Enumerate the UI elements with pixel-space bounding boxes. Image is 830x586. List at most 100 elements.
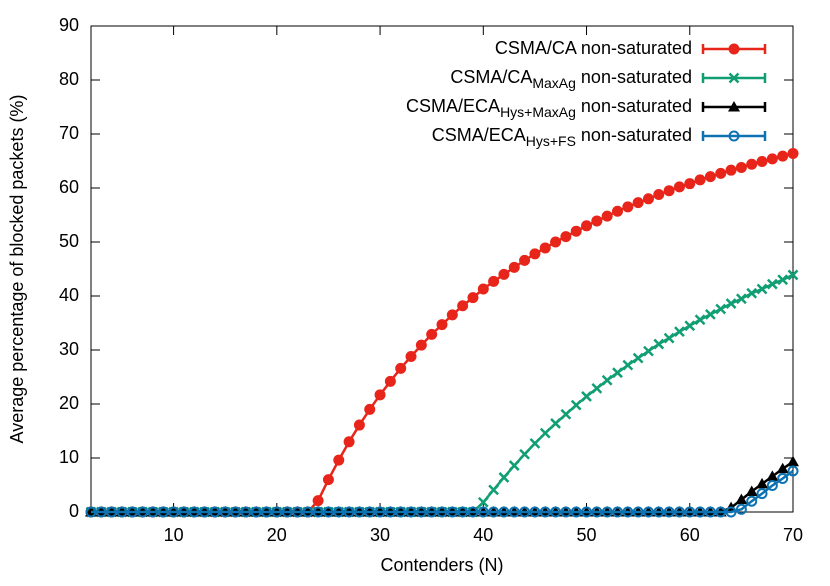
marker bbox=[322, 474, 334, 486]
marker bbox=[684, 178, 696, 190]
legend-label-part: CSMA/ECA bbox=[406, 96, 500, 116]
marker bbox=[674, 326, 685, 338]
marker bbox=[756, 156, 768, 168]
marker bbox=[219, 506, 231, 518]
marker bbox=[632, 197, 644, 209]
marker bbox=[663, 506, 675, 518]
marker bbox=[694, 174, 706, 186]
y-tick-label: 60 bbox=[59, 177, 79, 197]
legend-label-part: Hys+MaxAg bbox=[500, 104, 576, 120]
marker bbox=[415, 506, 427, 518]
x-axis-label: Contenders (N) bbox=[380, 555, 503, 575]
marker bbox=[261, 506, 272, 518]
marker bbox=[539, 427, 551, 439]
marker bbox=[477, 283, 489, 295]
series-line bbox=[91, 460, 794, 514]
marker bbox=[498, 472, 510, 483]
marker bbox=[550, 506, 562, 518]
marker bbox=[343, 506, 355, 518]
marker bbox=[622, 359, 634, 371]
y-tick-label: 10 bbox=[59, 447, 79, 467]
marker bbox=[240, 506, 252, 518]
legend-label-part: CSMA/CA bbox=[495, 38, 577, 58]
marker bbox=[209, 506, 221, 518]
marker bbox=[488, 506, 500, 518]
marker bbox=[312, 506, 324, 518]
marker bbox=[322, 506, 334, 518]
marker bbox=[457, 506, 469, 518]
legend-label-part: MaxAg bbox=[532, 75, 576, 91]
marker bbox=[735, 503, 747, 515]
marker bbox=[581, 506, 593, 518]
marker bbox=[745, 485, 758, 496]
marker bbox=[715, 303, 727, 315]
marker bbox=[519, 254, 531, 266]
y-tick-label: 90 bbox=[59, 15, 79, 35]
marker bbox=[735, 293, 747, 305]
marker bbox=[498, 268, 510, 280]
legend-label-part: CSMA/ECA bbox=[432, 125, 526, 145]
marker bbox=[570, 506, 582, 518]
marker bbox=[560, 408, 572, 420]
marker bbox=[725, 506, 737, 518]
legend-label-part: CSMA/CA bbox=[450, 67, 532, 87]
marker bbox=[632, 352, 644, 364]
legend-label-part: Hys+FS bbox=[526, 133, 576, 149]
marker bbox=[529, 248, 541, 260]
marker bbox=[705, 308, 716, 320]
marker bbox=[488, 484, 500, 496]
marker bbox=[426, 506, 438, 518]
marker bbox=[230, 506, 242, 518]
marker bbox=[519, 506, 531, 518]
marker bbox=[684, 320, 696, 332]
marker bbox=[787, 269, 799, 281]
marker bbox=[776, 462, 789, 474]
marker bbox=[591, 215, 603, 227]
marker bbox=[632, 506, 644, 518]
marker bbox=[746, 495, 758, 507]
legend-label-part: non-saturated bbox=[576, 96, 692, 116]
marker bbox=[508, 506, 520, 518]
marker bbox=[333, 454, 345, 466]
marker bbox=[199, 506, 211, 518]
marker bbox=[570, 225, 582, 237]
y-axis-label: Average percentage of blocked packets (%… bbox=[7, 95, 27, 444]
marker bbox=[157, 506, 169, 518]
marker bbox=[95, 506, 107, 518]
marker bbox=[673, 506, 685, 518]
legend-label: CSMA/CA non-saturated bbox=[495, 38, 692, 58]
marker bbox=[467, 292, 479, 304]
legend-label-part: non-saturated bbox=[576, 125, 692, 145]
marker bbox=[529, 506, 541, 518]
series-line bbox=[91, 152, 794, 514]
marker bbox=[612, 205, 623, 217]
x-tick-label: 30 bbox=[370, 525, 390, 545]
marker bbox=[312, 495, 324, 507]
y-tick-label: 80 bbox=[59, 69, 79, 89]
marker bbox=[395, 506, 407, 518]
marker bbox=[271, 506, 283, 518]
marker bbox=[725, 298, 737, 309]
marker bbox=[446, 506, 458, 518]
marker bbox=[384, 506, 396, 518]
marker bbox=[715, 506, 727, 518]
marker bbox=[728, 72, 740, 84]
marker bbox=[426, 328, 438, 340]
marker bbox=[642, 506, 654, 518]
legend-label-part: non-saturated bbox=[576, 67, 692, 87]
marker bbox=[581, 220, 593, 232]
marker bbox=[477, 506, 489, 518]
marker bbox=[787, 465, 799, 477]
marker bbox=[508, 261, 520, 273]
marker bbox=[612, 506, 623, 518]
marker bbox=[673, 181, 685, 193]
marker bbox=[488, 275, 500, 287]
marker bbox=[756, 477, 769, 489]
marker bbox=[622, 506, 634, 518]
y-tick-label: 40 bbox=[59, 285, 79, 305]
legend-label: CSMA/ECAHys+FS non-saturated bbox=[432, 125, 692, 149]
legend-label: CSMA/ECAHys+MaxAg non-saturated bbox=[406, 96, 692, 120]
marker bbox=[147, 506, 159, 518]
marker bbox=[539, 506, 551, 518]
